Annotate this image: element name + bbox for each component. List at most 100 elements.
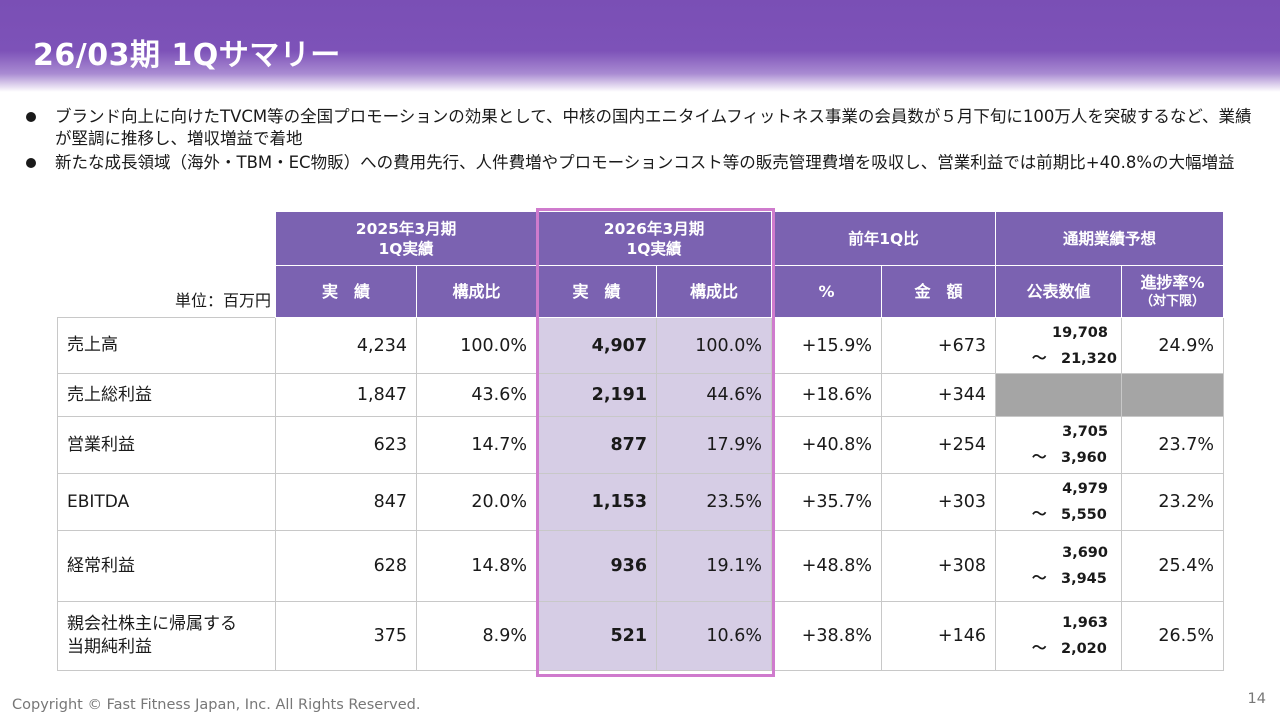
subheader-yoy-pct: %	[771, 265, 882, 318]
forecast-high: ～ 2,020	[1032, 641, 1107, 657]
title-bar	[0, 0, 1280, 92]
subheader-curr-ratio: 構成比	[656, 265, 772, 318]
yoy-pct: +48.8%	[771, 530, 882, 602]
forecast-high: ～ 3,960	[1032, 450, 1107, 466]
table-row: EBITDA 847 20.0% 1,153 23.5% +35.7% +303…	[57, 473, 1224, 531]
forecast-low: 3,690	[1062, 545, 1108, 561]
curr-ratio: 10.6%	[656, 601, 772, 671]
summary-table: 2025年3月期 1Q実績 2026年3月期 1Q実績 前年1Q比 通期業績予想…	[57, 211, 1224, 671]
page-number: 14	[1247, 691, 1266, 707]
yoy-pct: +15.9%	[771, 317, 882, 374]
blank-corner	[58, 212, 276, 266]
yoy-amount: +673	[881, 317, 996, 374]
prev-actual: 375	[275, 601, 417, 671]
curr-ratio: 44.6%	[656, 373, 772, 417]
prev-actual: 1,847	[275, 373, 417, 417]
subheader-progress-note: （対下限）	[1139, 294, 1205, 309]
table-row: 売上高 4,234 100.0% 4,907 100.0% +15.9% +67…	[57, 317, 1224, 374]
sub-header-row: 単位：百万円 実 績 構成比 実 績 構成比 % 金 額 公表数値 進捗率% （…	[58, 265, 1224, 318]
copyright-footer: Copyright © Fast Fitness Japan, Inc. All…	[12, 697, 421, 713]
subheader-yoy-amount: 金 額	[881, 265, 996, 318]
progress-rate: 23.2%	[1121, 473, 1224, 531]
prev-ratio: 14.7%	[416, 416, 537, 474]
forecast-low: 1,963	[1062, 615, 1108, 631]
curr-actual: 1,153	[536, 473, 657, 531]
bullet-text: 新たな成長領域（海外・TBM・EC物販）への費用先行、人件費増やプロモーションコ…	[55, 153, 1235, 172]
progress-rate: 25.4%	[1121, 530, 1224, 602]
prev-actual: 847	[275, 473, 417, 531]
subheader-progress-label: 進捗率%	[1140, 273, 1205, 292]
forecast-range: 19,708 ～ 21,320	[995, 317, 1122, 374]
forecast-range: 3,705 ～ 3,960	[995, 416, 1122, 474]
header-curr-line1: 2026年3月期	[603, 219, 705, 238]
header-prev-line1: 2025年3月期	[355, 219, 457, 238]
prev-ratio: 100.0%	[416, 317, 537, 374]
header-curr-line2: 1Q実績	[626, 239, 682, 258]
bullet-text: ブランド向上に向けたTVCM等の全国プロモーションの効果として、中核の国内エニタ…	[55, 107, 1252, 148]
row-label: 営業利益	[57, 416, 276, 474]
curr-ratio: 19.1%	[656, 530, 772, 602]
header-prev-period: 2025年3月期 1Q実績	[275, 211, 537, 266]
row-label-line2: 当期純利益	[67, 637, 152, 657]
yoy-pct: +38.8%	[771, 601, 882, 671]
row-label: 親会社株主に帰属する 当期純利益	[57, 601, 276, 671]
bullet-item: 新たな成長領域（海外・TBM・EC物販）への費用先行、人件費増やプロモーションコ…	[24, 152, 1264, 174]
bullet-dot-icon	[26, 112, 36, 122]
unit-label: 単位：百万円	[174, 291, 271, 310]
prev-actual: 628	[275, 530, 417, 602]
forecast-range: 3,690 ～ 3,945	[995, 530, 1122, 602]
yoy-pct: +18.6%	[771, 373, 882, 417]
group-header-row: 2025年3月期 1Q実績 2026年3月期 1Q実績 前年1Q比 通期業績予想	[58, 211, 1224, 266]
table-row: 親会社株主に帰属する 当期純利益 375 8.9% 521 10.6% +38.…	[57, 601, 1224, 671]
yoy-amount: +303	[881, 473, 996, 531]
curr-actual: 877	[536, 416, 657, 474]
yoy-amount: +146	[881, 601, 996, 671]
page-title: 26/03期 1Qサマリー	[33, 38, 341, 73]
subheader-curr-actual: 実 績	[536, 265, 657, 318]
row-label: 経常利益	[57, 530, 276, 602]
forecast-empty-cell	[995, 373, 1122, 417]
table-row: 経常利益 628 14.8% 936 19.1% +48.8% +308 3,6…	[57, 530, 1224, 602]
row-label: 売上総利益	[57, 373, 276, 417]
forecast-range: 4,979 ～ 5,550	[995, 473, 1122, 531]
progress-empty-cell	[1121, 373, 1224, 417]
yoy-pct: +35.7%	[771, 473, 882, 531]
header-yoy: 前年1Q比	[771, 211, 996, 266]
progress-rate: 26.5%	[1121, 601, 1224, 671]
prev-ratio: 43.6%	[416, 373, 537, 417]
forecast-high: ～ 3,945	[1032, 571, 1107, 587]
forecast-low: 3,705	[1062, 424, 1108, 440]
forecast-low: 4,979	[1062, 481, 1108, 497]
header-prev-line2: 1Q実績	[378, 239, 434, 258]
curr-actual: 2,191	[536, 373, 657, 417]
subheader-prev-actual: 実 績	[275, 265, 417, 318]
row-label-line1: 親会社株主に帰属する	[67, 614, 237, 634]
yoy-amount: +308	[881, 530, 996, 602]
curr-ratio: 23.5%	[656, 473, 772, 531]
curr-actual: 521	[536, 601, 657, 671]
curr-actual: 4,907	[536, 317, 657, 374]
curr-ratio: 17.9%	[656, 416, 772, 474]
subheader-published: 公表数値	[995, 265, 1122, 318]
prev-ratio: 20.0%	[416, 473, 537, 531]
curr-ratio: 100.0%	[656, 317, 772, 374]
prev-actual: 4,234	[275, 317, 417, 374]
prev-ratio: 8.9%	[416, 601, 537, 671]
progress-rate: 24.9%	[1121, 317, 1224, 374]
subheader-progress: 進捗率% （対下限）	[1121, 265, 1224, 318]
row-label: EBITDA	[57, 473, 276, 531]
prev-actual: 623	[275, 416, 417, 474]
curr-actual: 936	[536, 530, 657, 602]
subheader-prev-ratio: 構成比	[416, 265, 537, 318]
bullet-dot-icon	[26, 158, 36, 168]
forecast-high: ～ 5,550	[1032, 507, 1107, 523]
header-curr-period: 2026年3月期 1Q実績	[536, 211, 772, 266]
progress-rate: 23.7%	[1121, 416, 1224, 474]
yoy-amount: +344	[881, 373, 996, 417]
row-label: 売上高	[57, 317, 276, 374]
table-row: 売上総利益 1,847 43.6% 2,191 44.6% +18.6% +34…	[57, 373, 1224, 417]
yoy-amount: +254	[881, 416, 996, 474]
forecast-high: ～ 21,320	[1032, 350, 1117, 367]
yoy-pct: +40.8%	[771, 416, 882, 474]
bullet-item: ブランド向上に向けたTVCM等の全国プロモーションの効果として、中核の国内エニタ…	[24, 106, 1264, 150]
